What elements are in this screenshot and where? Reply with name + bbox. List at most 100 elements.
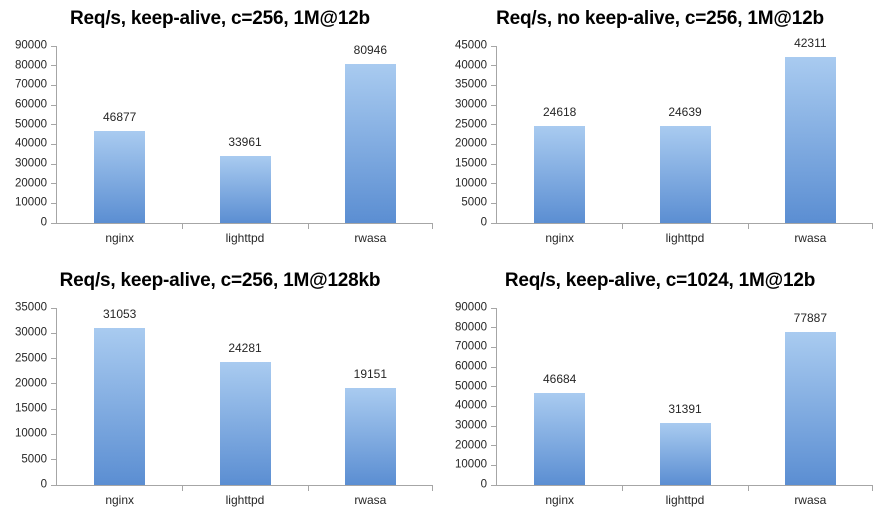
x-axis-tick-mark <box>747 485 749 491</box>
y-axis-tick-mark <box>51 484 57 486</box>
y-axis-tick-mark <box>491 425 497 427</box>
chart-keepalive-c1024-12b: Req/s, keep-alive, c=1024, 1M@12b 0 10000… <box>440 262 880 524</box>
bar-rwasa <box>784 56 836 223</box>
bar-lighttpd <box>659 126 711 223</box>
bar-value-label: 24618 <box>542 105 577 120</box>
y-axis-tick-mark <box>51 222 57 224</box>
y-axis-tick-mark <box>491 183 497 185</box>
y-axis-tick-label: 80000 <box>15 58 47 71</box>
y-axis-tick-mark <box>51 84 57 86</box>
y-axis-tick-label: 70000 <box>455 340 487 353</box>
y-axis-tick-label: 10000 <box>455 176 487 189</box>
y-axis-tick-mark <box>491 222 497 224</box>
y-axis-tick-mark <box>491 484 497 486</box>
category-label: rwasa <box>354 493 387 507</box>
y-axis-tick-label: 20000 <box>455 438 487 451</box>
bar-value-label: 24281 <box>228 341 262 356</box>
chart-no-keepalive-c256-12b: Req/s, no keep-alive, c=256, 1M@12b 0 500… <box>440 0 880 262</box>
x-axis-tick-mark <box>432 485 433 491</box>
y-axis-tick-label: 40000 <box>455 58 487 71</box>
bar-value-label: 31391 <box>668 402 702 417</box>
y-axis-tick-mark <box>51 383 57 385</box>
chart-title: Req/s, no keep-alive, c=256, 1M@12b <box>496 8 824 29</box>
x-axis-tick-mark <box>432 223 433 229</box>
bar-rwasa <box>344 63 396 223</box>
y-axis-tick-label: 40000 <box>455 399 487 412</box>
y-axis-tick-label: 0 <box>40 478 47 491</box>
x-axis-tick-mark <box>182 223 184 229</box>
y-axis-tick-label: 0 <box>480 478 487 491</box>
plot-area: 0 5000 10000 15000 20000 25000 30000 35000 31053… <box>15 302 433 506</box>
category-label: lighttpd <box>665 231 705 245</box>
y-axis-tick-mark <box>51 358 57 360</box>
category-label: nginx <box>105 231 134 245</box>
y-axis-tick-mark <box>491 104 497 106</box>
plot-area: 0 10000 20000 30000 40000 50000 60000 70000 8000… <box>15 40 433 244</box>
x-axis-tick-mark <box>872 485 873 491</box>
bar-value-label: 19151 <box>353 367 388 382</box>
plot-area: 0 10000 20000 30000 40000 50000 60000 70000 8000… <box>455 302 873 506</box>
x-axis-tick-mark <box>307 223 309 229</box>
y-axis-tick-label: 5000 <box>21 452 47 465</box>
y-axis-tick-label: 30000 <box>15 157 47 170</box>
y-axis-tick-label: 25000 <box>455 117 487 130</box>
bar-rwasa <box>344 388 396 485</box>
y-axis-tick-label: 5000 <box>461 196 487 209</box>
y-axis-tick-mark <box>491 405 497 407</box>
x-axis-tick-mark <box>182 485 184 491</box>
y-axis-tick-mark <box>491 307 497 309</box>
y-axis-tick-mark <box>51 163 57 165</box>
y-axis-tick-label: 35000 <box>15 301 47 314</box>
y-axis-tick-label: 30000 <box>455 419 487 432</box>
y-axis-tick-label: 45000 <box>455 39 487 52</box>
category-label: lighttpd <box>665 493 705 507</box>
y-axis-tick-label: 50000 <box>15 117 47 130</box>
y-axis-tick-mark <box>51 45 57 47</box>
x-axis-tick-mark <box>747 223 749 229</box>
bar-value-label: 46877 <box>102 109 137 124</box>
bar-value-label: 33961 <box>228 135 262 150</box>
y-axis-tick-mark <box>491 143 497 145</box>
category-label: rwasa <box>794 493 827 507</box>
y-axis-tick-label: 20000 <box>15 176 47 189</box>
y-axis-tick-label: 70000 <box>15 78 47 91</box>
y-axis-tick-mark <box>491 163 497 165</box>
y-axis-tick-label: 35000 <box>455 78 487 91</box>
y-axis-tick-mark <box>491 464 497 466</box>
y-axis-tick-label: 60000 <box>455 360 487 373</box>
y-axis-tick-label: 20000 <box>455 137 487 150</box>
bar-lighttpd <box>219 156 271 223</box>
category-label: lighttpd <box>225 231 265 245</box>
y-axis-tick-mark <box>51 183 57 185</box>
y-axis-tick-mark <box>491 386 497 388</box>
category-label: lighttpd <box>225 493 265 507</box>
y-axis-tick-label: 10000 <box>15 427 47 440</box>
bar-lighttpd <box>219 362 271 485</box>
y-axis-tick-label: 30000 <box>455 98 487 111</box>
y-axis-tick-label: 15000 <box>15 402 47 415</box>
bar-nginx <box>534 126 586 223</box>
y-axis-tick-mark <box>491 84 497 86</box>
bar-nginx <box>94 130 146 223</box>
y-axis-tick-mark <box>51 124 57 126</box>
bar-nginx <box>94 327 146 485</box>
y-axis-tick-label: 90000 <box>15 39 47 52</box>
chart-title: Req/s, keep-alive, c=1024, 1M@12b <box>504 270 816 291</box>
y-axis-tick-mark <box>51 459 57 461</box>
y-axis-tick-mark <box>51 433 57 435</box>
y-axis-tick-mark <box>491 327 497 329</box>
x-axis-tick-mark <box>872 223 873 229</box>
x-axis-tick-mark <box>622 223 624 229</box>
y-axis-tick-mark <box>491 346 497 348</box>
chart-title: Req/s, keep-alive, c=256, 1M@128kb <box>59 270 381 291</box>
y-axis-tick-mark <box>491 45 497 47</box>
y-axis-tick-label: 30000 <box>15 326 47 339</box>
category-label: rwasa <box>794 231 827 245</box>
plot-area: 0 5000 10000 15000 20000 25000 30000 35000 40000… <box>455 37 873 244</box>
y-axis-tick-label: 20000 <box>15 377 47 390</box>
category-label: nginx <box>545 493 574 507</box>
chart-title: Req/s, keep-alive, c=256, 1M@12b <box>70 8 370 29</box>
y-axis-tick-mark <box>491 366 497 368</box>
y-axis-tick-mark <box>51 65 57 67</box>
